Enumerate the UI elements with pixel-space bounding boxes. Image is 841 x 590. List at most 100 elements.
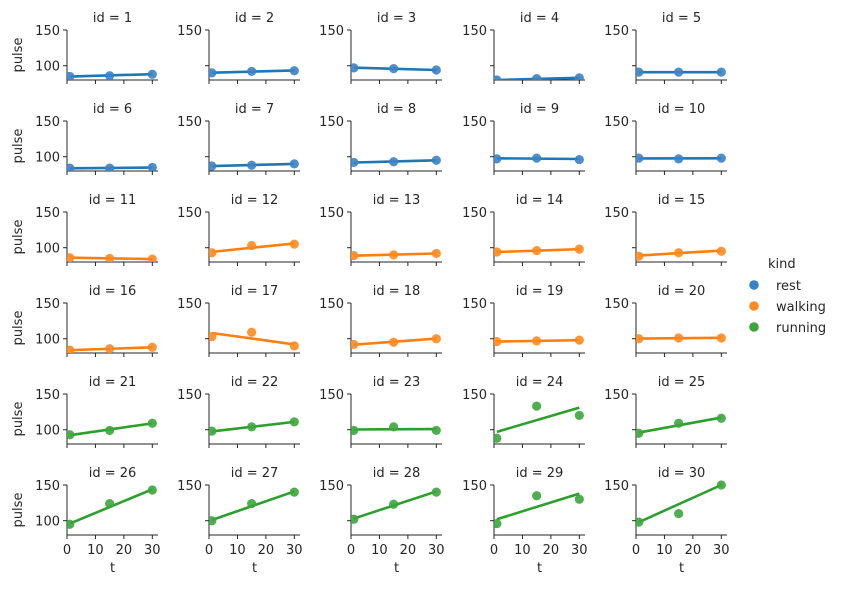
data-point [351, 339, 359, 350]
y-tick-label: 150 [35, 297, 60, 312]
facet-panel: id = 21 100 150 pulse [11, 375, 158, 448]
legend: kind rest walking running [749, 257, 826, 336]
data-point [247, 422, 257, 432]
data-point [574, 154, 584, 165]
x-tick-label: 20 [400, 543, 417, 558]
facet-title: id = 4 [520, 11, 559, 26]
facet-title: id = 25 [658, 375, 706, 390]
y-tick-label: 150 [319, 115, 344, 130]
data-point [147, 342, 157, 352]
y-axis-label: pulse [11, 311, 26, 346]
data-point [636, 153, 644, 163]
facet-panel: id = 11 100 150 pulse [11, 193, 158, 266]
y-tick-label: 150 [319, 297, 344, 312]
data-point [247, 498, 257, 509]
y-tick-label: 150 [177, 115, 202, 130]
y-tick-label: 150 [35, 24, 60, 39]
data-point [351, 514, 359, 524]
x-tick-label: 30 [428, 543, 445, 558]
data-point [431, 65, 441, 75]
facet-panel: id = 5 150 [604, 11, 727, 84]
facet-title: id = 2 [235, 11, 274, 26]
y-tick-label: 150 [462, 24, 487, 39]
y-tick-label: 150 [604, 388, 629, 403]
data-point [351, 63, 359, 73]
x-tick-label: 30 [286, 543, 303, 558]
x-tick-label: 10 [514, 543, 531, 558]
y-tick-label: 100 [35, 60, 60, 75]
facet-panel: id = 19 150 [462, 284, 585, 357]
data-point [636, 334, 644, 344]
y-tick-label: 150 [462, 115, 487, 130]
facet-title: id = 12 [231, 193, 279, 208]
data-point [674, 248, 684, 258]
data-point [289, 239, 299, 249]
legend-items: rest walking running [749, 279, 826, 336]
data-point [636, 67, 644, 77]
y-tick-label: 150 [462, 206, 487, 221]
facet-title: id = 16 [89, 284, 137, 299]
data-point [716, 67, 726, 77]
facet-title: id = 15 [658, 193, 706, 208]
y-tick-label: 150 [35, 479, 60, 494]
data-point [716, 413, 726, 423]
legend-label: rest [776, 279, 801, 294]
x-tick-label: 10 [371, 543, 388, 558]
facet-title: id = 8 [377, 102, 416, 117]
x-tick-label: 20 [543, 543, 560, 558]
facet-title: id = 28 [373, 466, 421, 481]
y-tick-label: 100 [35, 515, 60, 530]
data-point [209, 68, 217, 78]
y-tick-label: 150 [604, 297, 629, 312]
facet-panel: id = 23 150 [319, 375, 442, 448]
data-point [716, 333, 726, 343]
data-point [389, 157, 399, 167]
data-point [289, 341, 299, 351]
data-point [674, 418, 684, 428]
facet-panel: id = 17 150 [177, 284, 300, 357]
facet-panel: id = 20 150 [604, 284, 727, 357]
data-point [105, 498, 115, 509]
regression-line [638, 483, 722, 524]
data-point [67, 163, 75, 171]
facet-title: id = 29 [516, 466, 564, 481]
facet-title: id = 1 [93, 11, 132, 26]
facet-title: id = 27 [231, 466, 279, 481]
facet-panel: id = 24 150 [462, 375, 585, 448]
data-point [247, 160, 257, 170]
facet-panel: id = 13 150 [319, 193, 442, 266]
legend-marker [749, 322, 759, 332]
data-point [67, 430, 75, 440]
facet-panel: id = 1 100 150 pulse [11, 11, 158, 84]
data-point [209, 161, 217, 171]
facet-panel: id = 15 150 [604, 193, 727, 266]
data-point [674, 154, 684, 164]
facet-title: id = 19 [516, 284, 564, 299]
data-point [532, 73, 542, 80]
data-point [209, 426, 217, 436]
x-axis-label: t [110, 561, 115, 576]
data-point [67, 519, 75, 529]
x-tick-label: 0 [632, 543, 640, 558]
x-tick-label: 30 [713, 543, 730, 558]
data-point [105, 253, 115, 262]
facet-panel: id = 26 100 150 0 10 20 30 pulse t [11, 466, 161, 576]
x-axis-label: t [394, 561, 399, 576]
data-point [105, 425, 115, 436]
facet-panel: id = 8 150 [319, 102, 442, 175]
data-point [636, 428, 644, 438]
facet-title: id = 18 [373, 284, 421, 299]
facet-panel: id = 27 150 0 10 20 30 t [177, 466, 302, 576]
facet-title: id = 30 [658, 466, 706, 481]
legend-marker [749, 280, 759, 290]
x-tick-label: 20 [116, 543, 133, 558]
x-tick-label: 30 [571, 543, 588, 558]
y-tick-label: 150 [35, 206, 60, 221]
facet-panel: id = 29 150 0 10 20 30 t [462, 466, 587, 576]
y-tick-label: 100 [35, 424, 60, 439]
y-tick-label: 150 [462, 479, 487, 494]
data-point [674, 67, 684, 77]
data-point [289, 417, 299, 427]
data-point [494, 433, 502, 443]
